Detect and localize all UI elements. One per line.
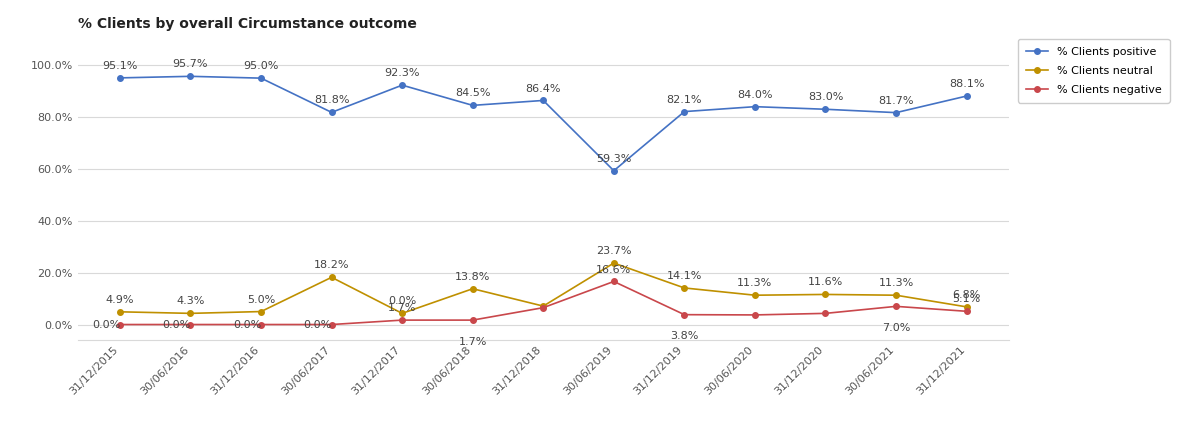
% Clients negative [888,304,903,309]
Text: 18.2%: 18.2% [314,260,350,270]
Line: % Clients neutral: % Clients neutral [117,260,970,316]
% Clients neutral [184,311,198,316]
Text: % Clients by overall Circumstance outcome: % Clients by overall Circumstance outcom… [78,17,417,31]
% Clients neutral [466,286,480,291]
% Clients negative [960,309,974,314]
Text: 95.7%: 95.7% [173,59,208,69]
Text: 81.7%: 81.7% [879,95,913,106]
Text: 83.0%: 83.0% [808,92,843,102]
Text: 0.0%: 0.0% [162,320,191,330]
Text: 92.3%: 92.3% [384,68,420,78]
Text: 0.0%: 0.0% [92,320,121,330]
Text: 11.3%: 11.3% [879,278,913,288]
% Clients positive [112,75,127,81]
% Clients neutral [536,303,550,309]
Text: 6.8%: 6.8% [953,290,980,300]
% Clients neutral [818,292,832,297]
% Clients negative [466,317,480,323]
% Clients neutral [677,285,691,290]
Text: 0.0%: 0.0% [233,320,261,330]
Text: 13.8%: 13.8% [455,272,491,282]
% Clients neutral [112,309,127,314]
Line: % Clients negative: % Clients negative [117,279,970,327]
% Clients negative [325,322,339,327]
Text: 95.0%: 95.0% [244,61,278,71]
Text: 7.0%: 7.0% [882,323,910,333]
% Clients positive [184,74,198,79]
% Clients negative [184,322,198,327]
Text: 59.3%: 59.3% [596,154,632,164]
% Clients positive [677,109,691,114]
Text: 5.0%: 5.0% [247,295,275,305]
Text: 11.3%: 11.3% [738,278,773,288]
Text: 86.4%: 86.4% [525,84,561,93]
Text: 84.5%: 84.5% [455,89,491,99]
Text: 0.0%: 0.0% [303,320,332,330]
Text: 95.1%: 95.1% [103,61,137,71]
Text: 16.6%: 16.6% [596,265,632,275]
Text: 11.6%: 11.6% [808,277,843,287]
% Clients positive [325,110,339,115]
% Clients negative [536,305,550,310]
Line: % Clients positive: % Clients positive [117,74,970,174]
% Clients positive [818,107,832,112]
Text: 81.8%: 81.8% [314,95,350,106]
% Clients positive [254,75,269,81]
% Clients negative [607,279,621,284]
% Clients positive [960,93,974,99]
% Clients positive [395,82,410,88]
Text: 84.0%: 84.0% [737,90,773,100]
Text: 88.1%: 88.1% [949,79,984,89]
Text: 3.8%: 3.8% [670,331,698,341]
% Clients neutral [325,275,339,280]
% Clients negative [254,322,269,327]
% Clients positive [466,103,480,108]
% Clients positive [747,104,762,109]
Text: 82.1%: 82.1% [666,95,702,105]
Text: 5.1%: 5.1% [953,294,980,304]
% Clients positive [607,168,621,174]
% Clients neutral [607,260,621,266]
% Clients neutral [395,311,410,316]
Text: 4.9%: 4.9% [106,295,134,305]
Text: 4.3%: 4.3% [177,296,204,307]
% Clients positive [888,110,903,115]
Text: 14.1%: 14.1% [666,271,702,281]
% Clients neutral [960,304,974,310]
Legend: % Clients positive, % Clients neutral, % Clients negative: % Clients positive, % Clients neutral, %… [1018,39,1170,102]
Text: 23.7%: 23.7% [596,246,632,256]
% Clients negative [677,312,691,317]
Text: 0.0%: 0.0% [388,296,417,307]
% Clients negative [112,322,127,327]
% Clients negative [395,317,410,323]
% Clients neutral [254,309,269,314]
% Clients neutral [747,293,762,298]
% Clients neutral [888,293,903,298]
Text: 1.7%: 1.7% [388,303,417,313]
% Clients positive [536,98,550,103]
% Clients negative [818,311,832,316]
% Clients negative [747,312,762,317]
Text: 1.7%: 1.7% [458,337,487,347]
